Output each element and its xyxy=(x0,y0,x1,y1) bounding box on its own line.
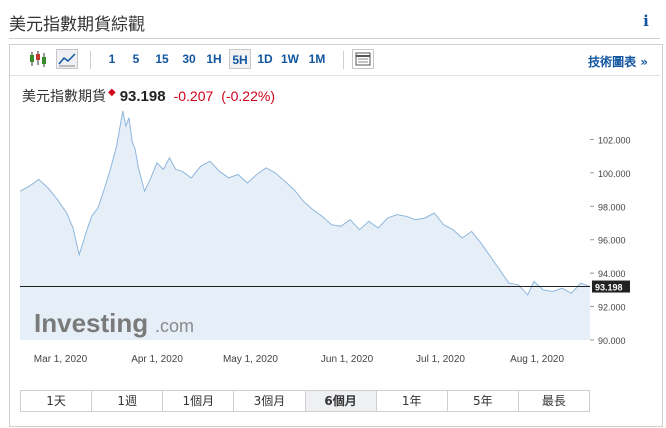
candlestick-icon[interactable] xyxy=(28,49,50,69)
timeframe-button-1d[interactable]: 1D xyxy=(257,52,273,66)
timeframe-button-1m[interactable]: 1M xyxy=(308,52,326,66)
watermark-suffix: .com xyxy=(155,316,194,336)
y-tick-label: 94.000 xyxy=(598,269,626,279)
timeframe-button-1[interactable]: 1 xyxy=(108,52,116,66)
period-tab-6[interactable]: 5年 xyxy=(448,391,519,411)
watermark-brand: Investing xyxy=(34,308,148,338)
timeframe-button-5[interactable]: 5 xyxy=(132,52,140,66)
y-tick-label: 96.000 xyxy=(598,236,626,246)
y-tick-label: 98.000 xyxy=(598,202,626,212)
technical-chart-link[interactable]: 技術圖表 » xyxy=(588,55,648,69)
x-tick-label: May 1, 2020 xyxy=(223,354,278,365)
info-icon[interactable]: i xyxy=(643,12,649,30)
timeframe-button-1h[interactable]: 1H xyxy=(206,52,222,66)
toolbar-divider xyxy=(10,75,660,76)
quote-header: 美元指數期貨 ◆ 93.198 -0.207 (-0.22%) xyxy=(22,86,275,106)
y-tick-label: 100.000 xyxy=(598,169,631,179)
period-tab-2[interactable]: 1個月 xyxy=(163,391,235,411)
page-title: 美元指數期貨綜觀 xyxy=(9,15,145,35)
toolbar-separator xyxy=(90,51,91,69)
timeframe-button-5h[interactable]: 5H xyxy=(229,49,251,69)
period-tabs: 1天 1週 1個月 3個月 6個月 1年 5年 最長 xyxy=(20,390,590,412)
x-tick-label: Jul 1, 2020 xyxy=(416,354,465,365)
period-tab-5[interactable]: 1年 xyxy=(377,391,448,411)
y-tick-label: 92.000 xyxy=(598,303,626,313)
period-tab-1[interactable]: 1週 xyxy=(92,391,164,411)
chart-toolbar: 1 5 15 30 1H 5H 1D 1W 1M 技術圖表 » xyxy=(10,45,660,75)
price-line xyxy=(19,110,591,296)
current-price-tag-label: 93.198 xyxy=(595,283,623,293)
x-tick-label: Mar 1, 2020 xyxy=(34,354,88,365)
timeframe-button-30[interactable]: 30 xyxy=(182,52,196,66)
y-tick-label: 90.000 xyxy=(598,336,626,346)
price-down-marker: ◆ xyxy=(108,87,116,98)
timeframe-button-1w[interactable]: 1W xyxy=(281,52,299,66)
x-tick-label: Jun 1, 2020 xyxy=(321,354,374,365)
period-tab-7[interactable]: 最長 xyxy=(541,394,566,408)
price-area-fill xyxy=(20,111,590,340)
period-tab-4[interactable]: 6個月 xyxy=(305,391,377,411)
toolbar-separator xyxy=(343,51,344,69)
x-tick-label: Apr 1, 2020 xyxy=(131,354,183,365)
instrument-name: 美元指數期貨 xyxy=(22,89,106,105)
line-chart-icon[interactable] xyxy=(56,49,78,69)
current-price-tag xyxy=(592,280,630,293)
last-price: 93.198 xyxy=(119,88,166,105)
period-tab-0[interactable]: 1天 xyxy=(21,391,93,411)
timeframe-button-15[interactable]: 15 xyxy=(155,52,169,66)
price-change: -0.207 xyxy=(173,88,214,104)
y-tick-label: 102.000 xyxy=(598,135,631,145)
title-divider xyxy=(9,38,660,39)
table-icon[interactable] xyxy=(352,49,374,69)
price-change-percent: (-0.22%) xyxy=(221,88,275,104)
period-tab-3[interactable]: 3個月 xyxy=(234,391,306,411)
x-tick-label: Aug 1, 2020 xyxy=(510,354,564,365)
